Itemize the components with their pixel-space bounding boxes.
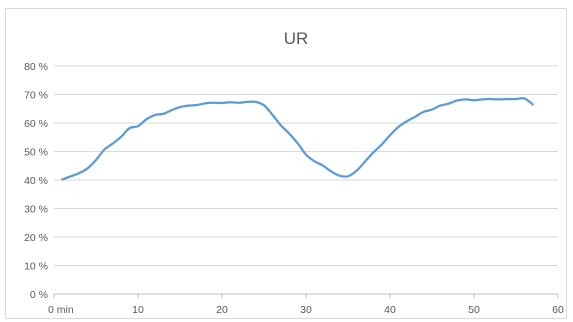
y-axis: 0 % 10 % 20 % 30 % 40 % 50 % 60 % 70 % 80 % xyxy=(24,61,48,301)
series-line-ur xyxy=(61,97,534,181)
x-tick-label: 60 xyxy=(552,304,564,316)
chart-title: UR xyxy=(284,29,309,48)
chart-area xyxy=(5,8,567,319)
x-tick-label: 30 xyxy=(300,304,312,316)
y-tick-label: 20 % xyxy=(24,232,48,244)
y-tick-label: 10 % xyxy=(24,261,48,273)
y-tick-label: 40 % xyxy=(24,175,48,187)
x-tick-label: 20 xyxy=(216,304,228,316)
x-tick-label: 10 xyxy=(132,304,144,316)
x-tick-label: 50 xyxy=(468,304,480,316)
x-tick-label: 0 min xyxy=(48,304,74,316)
y-tick-label: 70 % xyxy=(24,90,48,102)
y-tick-label: 50 % xyxy=(24,147,48,159)
y-tick-label: 80 % xyxy=(24,61,48,73)
x-tick-label: 40 xyxy=(384,304,396,316)
x-axis: 0 min 10 20 30 40 50 60 xyxy=(48,294,564,316)
y-tick-label: 0 % xyxy=(30,289,48,301)
y-tick-label: 30 % xyxy=(24,204,48,216)
y-tick-label: 60 % xyxy=(24,118,48,130)
series-layer xyxy=(61,97,534,181)
